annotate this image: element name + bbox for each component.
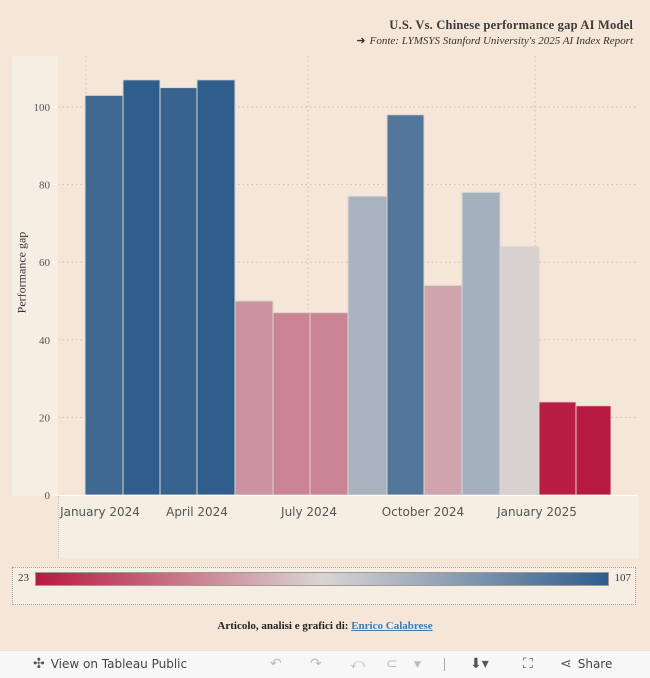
bar[interactable] <box>122 79 161 496</box>
bar[interactable] <box>386 114 425 496</box>
tableau-logo-icon: ✣ <box>33 656 45 672</box>
x-tick-label: July 2024 <box>280 505 337 519</box>
legend-min: 23 <box>18 572 29 584</box>
x-tick-label: October 2024 <box>382 505 464 519</box>
bar[interactable] <box>347 195 388 496</box>
bar[interactable] <box>272 312 311 496</box>
y-axis-panel <box>12 56 58 496</box>
tableau-toolbar: ✣ View on Tableau Public ↶ ↷ ⤺ ⊂ ▼ ⬇▾ ⛶ … <box>0 650 650 678</box>
bar[interactable] <box>461 191 501 496</box>
bar[interactable] <box>499 246 540 496</box>
y-tick-label: 40 <box>39 335 51 347</box>
bar[interactable] <box>538 401 577 496</box>
bar[interactable] <box>309 312 349 496</box>
dropdown-icon[interactable]: ▼ <box>414 660 421 670</box>
share-label: Share <box>577 657 613 671</box>
view-on-tableau-label: View on Tableau Public <box>50 657 188 671</box>
chart-subtitle: ➜ Fonte: LYMSYS Stanford University's 202… <box>356 34 633 47</box>
bar-chart: 0 20 40 60 80 100 January 2024 April 2024 July 2… <box>34 56 638 519</box>
credit-text: Articolo, analisi e grafici di: <box>217 620 349 632</box>
credit-line: Articolo, analisi e grafici di: Enrico C… <box>0 620 650 632</box>
bar[interactable] <box>84 94 124 496</box>
source-text: Fonte: LYMSYS Stanford University's 2025… <box>369 35 633 47</box>
bar[interactable] <box>575 405 612 496</box>
undo-icon[interactable]: ↶ <box>270 656 282 672</box>
bar[interactable] <box>234 300 274 496</box>
y-tick-label: 60 <box>39 257 51 269</box>
x-tick-label: April 2024 <box>166 505 228 519</box>
author-link[interactable]: Enrico Calabrese <box>351 620 433 632</box>
x-tick-label: January 2024 <box>59 505 140 519</box>
refresh-icon[interactable]: ⊂ <box>386 656 398 672</box>
view-on-tableau-button[interactable]: ✣ View on Tableau Public <box>33 656 187 672</box>
redo-icon[interactable]: ↷ <box>310 656 322 672</box>
share-button[interactable]: ⋖ Share <box>560 656 612 672</box>
y-tick-label: 20 <box>39 412 51 424</box>
legend-gradient <box>35 572 609 586</box>
bar[interactable] <box>423 284 463 496</box>
share-icon: ⋖ <box>560 656 572 672</box>
arrow-icon: ➜ <box>356 35 366 47</box>
legend-max: 107 <box>614 572 632 584</box>
y-tick-label: 0 <box>45 490 51 502</box>
toolbar-separator <box>444 658 445 671</box>
bar[interactable] <box>159 87 198 496</box>
x-axis-panel <box>58 496 639 558</box>
chart-title: U.S. Vs. Chinese performance gap AI Mode… <box>389 18 633 32</box>
revert-icon[interactable]: ⤺ <box>350 656 365 672</box>
y-tick-label: 80 <box>39 180 51 192</box>
bar[interactable] <box>196 79 236 496</box>
color-legend: 23 107 <box>12 567 636 605</box>
y-tick-label: 100 <box>34 102 51 114</box>
x-tick-label: January 2025 <box>496 505 577 519</box>
download-icon[interactable]: ⬇▾ <box>470 656 489 672</box>
fullscreen-icon[interactable]: ⛶ <box>523 656 533 672</box>
